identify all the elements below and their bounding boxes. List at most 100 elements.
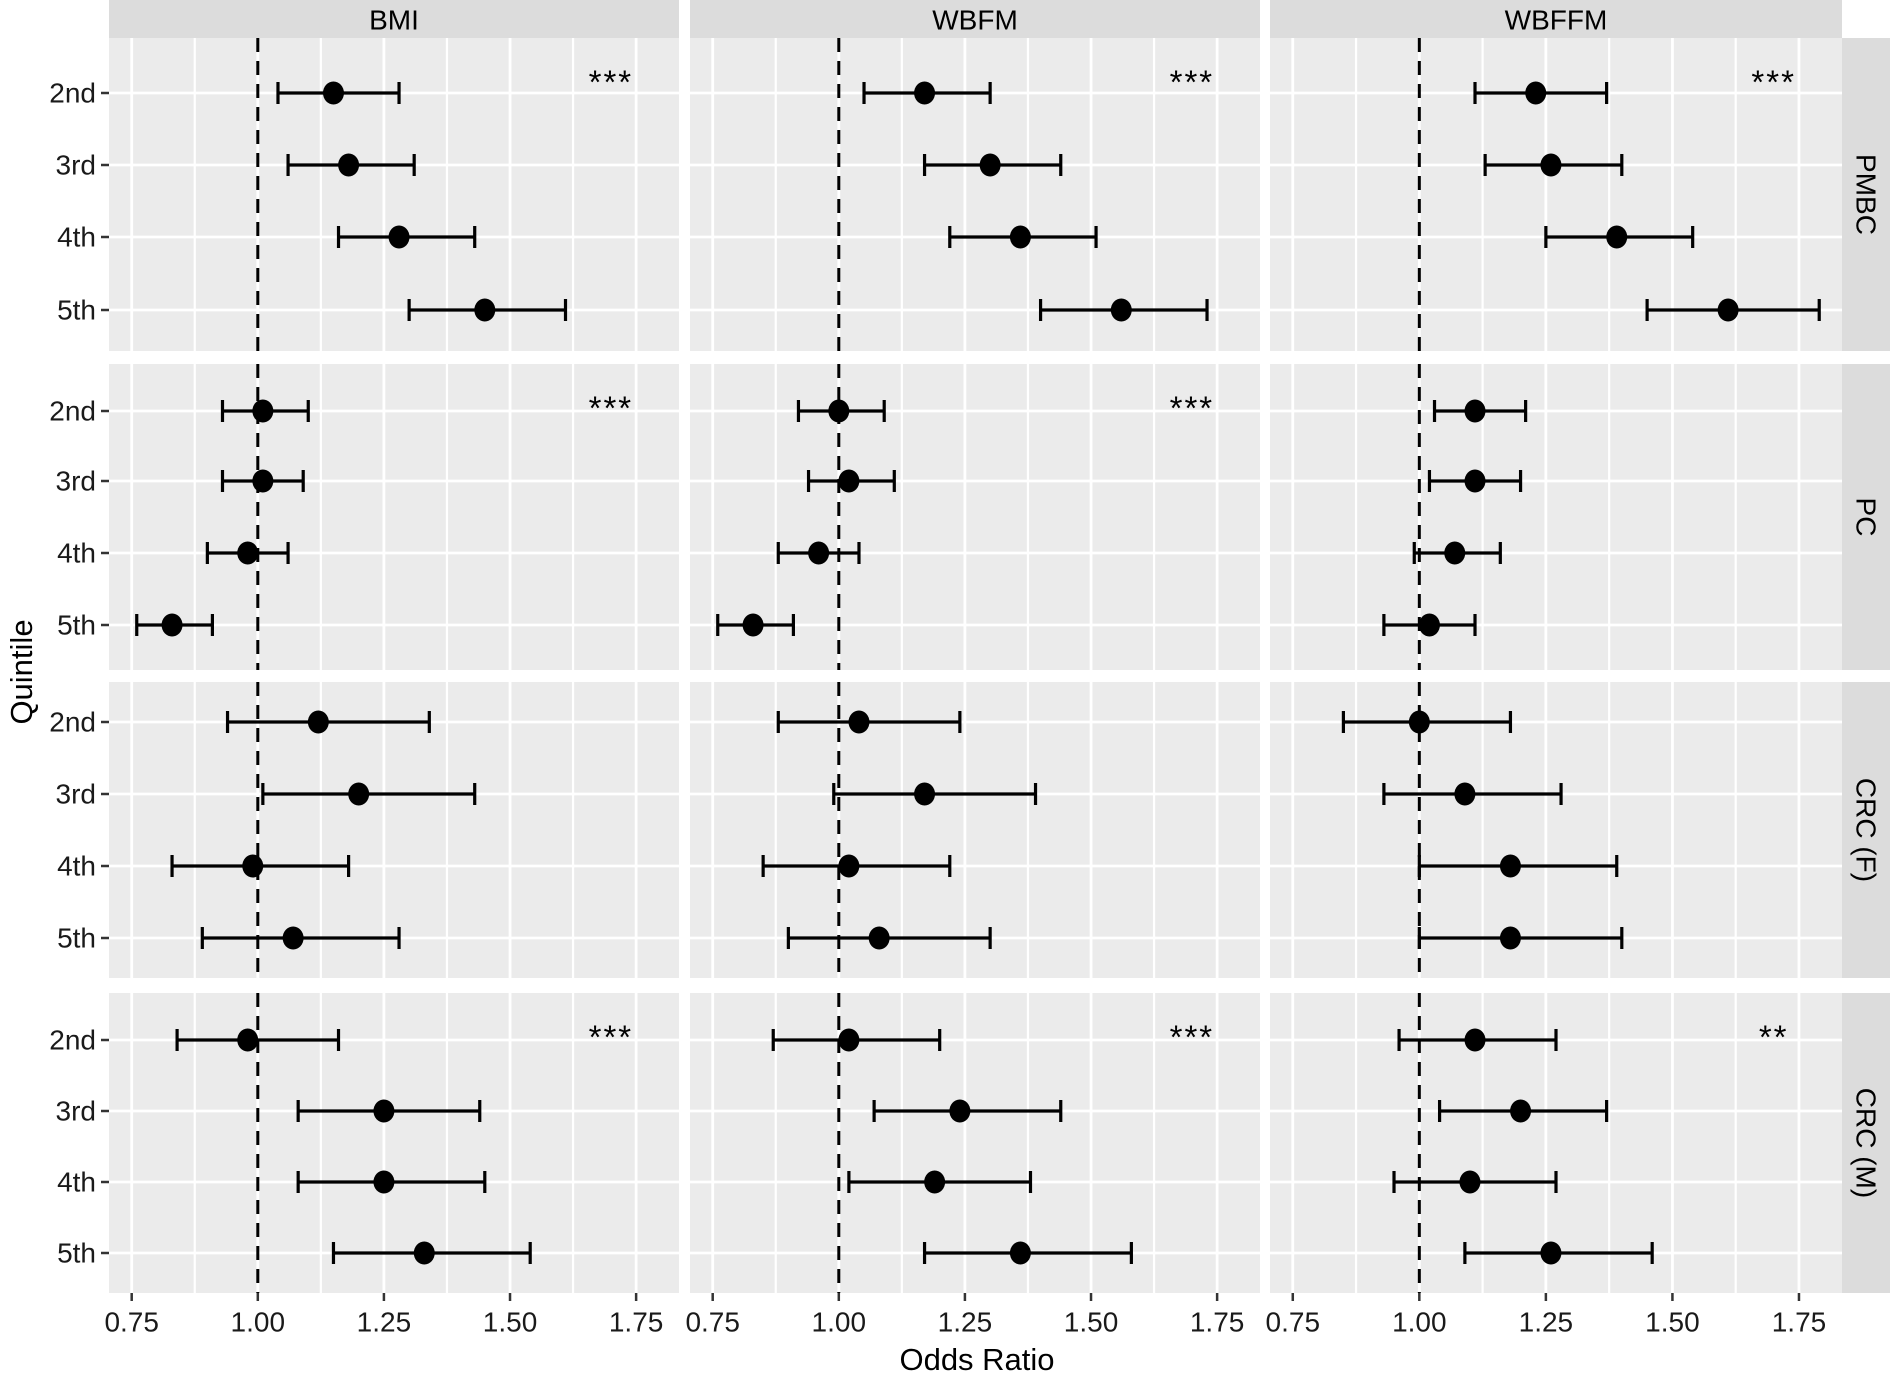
odds-ratio-point	[474, 298, 496, 322]
odds-ratio-point	[848, 710, 870, 734]
x-tick-label: 1.25	[357, 1307, 412, 1338]
panel-background	[109, 993, 679, 1293]
facet-row-strip	[1842, 993, 1890, 1293]
odds-ratio-point	[1464, 1028, 1486, 1052]
odds-ratio-point	[914, 81, 936, 105]
odds-ratio-point	[373, 1099, 395, 1123]
significance-marker: ***	[1170, 390, 1215, 427]
significance-marker: ***	[589, 64, 634, 101]
odds-ratio-point	[1418, 613, 1440, 637]
odds-ratio-point	[868, 926, 890, 950]
panel-background	[109, 364, 679, 670]
odds-ratio-point	[1444, 541, 1466, 565]
y-tick-label: 3rd	[56, 1096, 96, 1127]
y-tick-label: 4th	[57, 222, 96, 253]
facet-column-strip	[690, 0, 1260, 38]
significance-marker: ***	[589, 1019, 634, 1056]
significance-marker: ***	[1751, 64, 1796, 101]
x-tick-label: 1.00	[812, 1307, 867, 1338]
x-tick-label: 1.00	[231, 1307, 286, 1338]
odds-ratio-point	[1540, 153, 1562, 177]
facet-row-strip	[1842, 364, 1890, 670]
x-tick-label: 1.00	[1392, 1307, 1447, 1338]
facet-row-strip-label: CRC (F)	[1851, 778, 1882, 882]
odds-ratio-point	[1510, 1099, 1532, 1123]
panel-background	[109, 682, 679, 978]
odds-ratio-point	[237, 1028, 259, 1052]
panel-background	[690, 682, 1260, 978]
facet-row-strip	[1842, 682, 1890, 978]
odds-ratio-point	[1454, 782, 1476, 806]
facet-column-strip-label: BMI	[369, 5, 419, 36]
odds-ratio-point	[742, 613, 764, 637]
y-tick-label: 3rd	[56, 466, 96, 497]
panel-background	[690, 38, 1260, 351]
facet-row-strip-label: PC	[1851, 498, 1882, 537]
odds-ratio-point	[1459, 1170, 1481, 1194]
facet-row-strip	[1842, 38, 1890, 351]
x-tick-label: 1.75	[1772, 1307, 1827, 1338]
y-tick-label: 2nd	[49, 707, 96, 738]
y-tick-label: 4th	[57, 1167, 96, 1198]
y-tick-label: 3rd	[56, 779, 96, 810]
odds-ratio-point	[838, 1028, 860, 1052]
odds-ratio-point	[413, 1241, 435, 1265]
odds-ratio-point	[161, 613, 183, 637]
facet-column-strip	[109, 0, 679, 38]
x-tick-label: 0.75	[104, 1307, 159, 1338]
odds-ratio-point	[1525, 81, 1547, 105]
odds-ratio-point	[1009, 225, 1031, 249]
odds-ratio-point	[808, 541, 830, 565]
panel-background	[690, 993, 1260, 1293]
odds-ratio-point	[1009, 1241, 1031, 1265]
x-tick-label: 1.50	[483, 1307, 538, 1338]
odds-ratio-point	[1408, 710, 1430, 734]
facet-column-strip	[1270, 0, 1842, 38]
y-tick-label: 2nd	[49, 1025, 96, 1056]
odds-ratio-point	[838, 854, 860, 878]
y-tick-label: 2nd	[49, 78, 96, 109]
panel-background	[690, 364, 1260, 670]
panel-background	[1270, 364, 1842, 670]
odds-ratio-point	[979, 153, 1001, 177]
y-tick-label: 4th	[57, 538, 96, 569]
odds-ratio-point	[1499, 926, 1521, 950]
x-tick-label: 1.25	[938, 1307, 993, 1338]
odds-ratio-point	[1540, 1241, 1562, 1265]
y-tick-label: 5th	[57, 295, 96, 326]
x-tick-label: 0.75	[685, 1307, 740, 1338]
odds-ratio-point	[1464, 469, 1486, 493]
x-tick-label: 1.75	[609, 1307, 664, 1338]
odds-ratio-point	[322, 81, 344, 105]
x-tick-label: 1.50	[1064, 1307, 1119, 1338]
panel-background	[1270, 682, 1842, 978]
odds-ratio-point	[1110, 298, 1132, 322]
facet-row-strip-label: CRC (M)	[1851, 1088, 1882, 1198]
panel-background	[109, 38, 679, 351]
odds-ratio-point	[1464, 399, 1486, 423]
odds-ratio-point	[828, 399, 850, 423]
odds-ratio-point	[348, 782, 370, 806]
significance-marker: ***	[1170, 64, 1215, 101]
y-tick-label: 4th	[57, 851, 96, 882]
y-tick-label: 5th	[57, 1238, 96, 1269]
y-tick-label: 3rd	[56, 150, 96, 181]
significance-marker: ***	[1170, 1019, 1215, 1056]
y-tick-label: 2nd	[49, 396, 96, 427]
odds-ratio-point	[252, 399, 274, 423]
odds-ratio-point	[914, 782, 936, 806]
x-tick-label: 0.75	[1266, 1307, 1321, 1338]
odds-ratio-point	[1499, 854, 1521, 878]
odds-ratio-point	[1717, 298, 1739, 322]
x-axis-title: Odds Ratio	[899, 1342, 1055, 1377]
odds-ratio-point	[242, 854, 264, 878]
odds-ratio-point	[388, 225, 410, 249]
odds-ratio-point	[1606, 225, 1628, 249]
facet-column-strip-label: WBFFM	[1505, 5, 1608, 36]
x-tick-label: 1.75	[1190, 1307, 1245, 1338]
facet-row-strip-label: PMBC	[1851, 154, 1882, 235]
odds-ratio-point	[373, 1170, 395, 1194]
odds-ratio-point	[924, 1170, 946, 1194]
